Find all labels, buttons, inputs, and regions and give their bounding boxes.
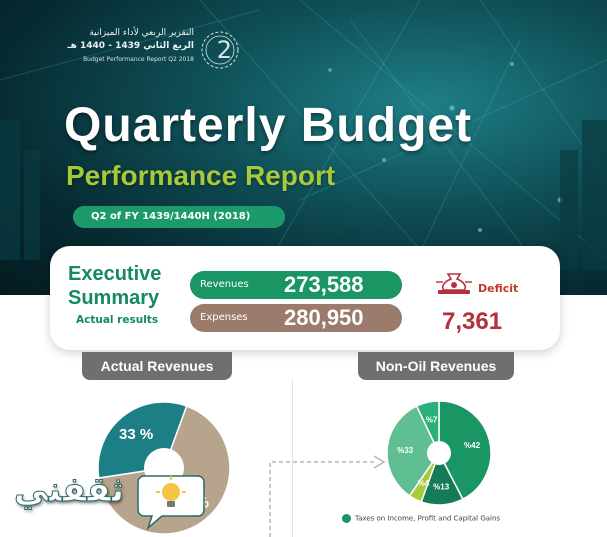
- network-background-graphic: [0, 0, 607, 295]
- hero-banner: التقرير الربعي لأداء الميزانية الربع الث…: [0, 0, 607, 295]
- deficit-value: 7,361: [442, 308, 503, 335]
- summary-heading-line1: Executive: [68, 263, 162, 285]
- non-oil-revenues-label-4: %7: [426, 416, 438, 425]
- executive-summary-card: Executive Summary Actual results Revenue…: [50, 246, 560, 350]
- page-subtitle: Performance Report: [66, 160, 336, 191]
- non-oil-legend: Taxes on Income, Profit and Capital Gain…: [342, 514, 500, 523]
- non-oil-revenues-donut-chart: %42 %13%4 %33 %7: [386, 400, 492, 506]
- summary-subtitle: Actual results: [76, 314, 159, 326]
- summary-heading: Executive Summary: [68, 262, 161, 310]
- logo-arabic-period: الربع الثاني 1439 - 1440 هـ: [67, 41, 194, 51]
- expenses-label: Expenses: [200, 312, 248, 323]
- expenses-pill: Expenses 280,950: [190, 304, 402, 332]
- donut-right-hole: [427, 441, 451, 465]
- revenues-label: Revenues: [200, 279, 249, 290]
- legend-label-taxes: Taxes on Income, Profit and Capital Gain…: [355, 514, 501, 523]
- expenses-value: 280,950: [284, 305, 364, 330]
- non-oil-revenues-label-1: %13: [433, 483, 450, 492]
- fiscal-period-badge: Q2 of FY 1439/1440H (2018): [73, 206, 285, 228]
- deficit-label: Deficit: [478, 282, 519, 295]
- actual-revenues-header: Actual Revenues: [82, 352, 232, 380]
- page-title: Quarterly Budget: [64, 99, 473, 152]
- lightbulb-watermark-icon: [137, 475, 205, 530]
- non-oil-revenues-slice-0: [438, 400, 492, 501]
- money-bag-deficit-icon: [436, 273, 472, 294]
- actual-revenues-label-1: 33 %: [119, 426, 153, 443]
- logo-ring-icon: [201, 31, 239, 69]
- revenues-value: 273,588: [284, 272, 364, 297]
- non-oil-revenues-label-0: %42: [464, 441, 481, 450]
- logo-quarter-number: 2: [216, 36, 232, 64]
- section-divider: [292, 380, 293, 537]
- non-oil-revenues-label-2: %4: [418, 479, 430, 488]
- non-oil-revenues-header: Non-Oil Revenues: [358, 352, 514, 380]
- logo-english-caption: Budget Performance Report Q2 2018: [83, 56, 194, 63]
- legend-swatch-taxes: [342, 514, 351, 523]
- dashed-arrow-connector: [269, 455, 386, 537]
- non-oil-revenues-slice-3: [386, 405, 440, 497]
- logo-arabic-title: التقرير الربعي لأداء الميزانية: [89, 28, 194, 38]
- summary-heading-line2: Summary: [68, 287, 160, 309]
- revenues-pill: Revenues 273,588: [190, 271, 402, 299]
- report-logo: التقرير الربعي لأداء الميزانية الربع الث…: [68, 22, 242, 78]
- non-oil-revenues-slice-4: [415, 400, 440, 454]
- watermark-text: ثقفني: [14, 470, 125, 511]
- non-oil-revenues-label-3: %33: [397, 446, 414, 455]
